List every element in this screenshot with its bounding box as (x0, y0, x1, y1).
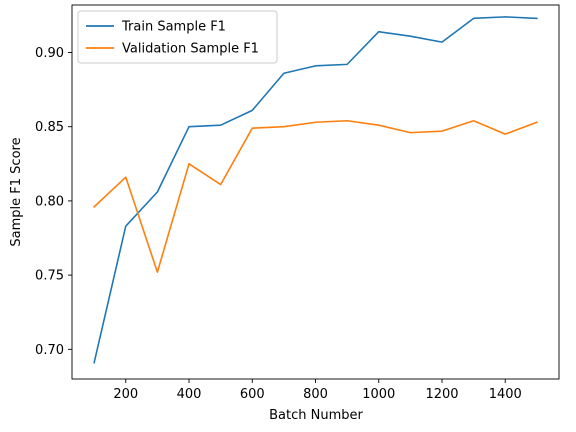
y-tick-label: 0.75 (35, 269, 64, 284)
series-line-train (93, 16, 538, 364)
legend-label-train: Train Sample F1 (121, 20, 226, 35)
y-tick-label: 0.80 (35, 194, 64, 209)
x-axis: 200 400 600 800 1000 1200 1400 (113, 379, 522, 402)
legend-label-validation: Validation Sample F1 (122, 42, 259, 57)
x-tick-label: 200 (113, 387, 138, 402)
y-tick-label: 0.90 (35, 46, 64, 61)
series-layer (93, 16, 538, 364)
y-axis-label: Sample F1 Score (9, 137, 24, 246)
y-tick-label: 0.85 (35, 120, 64, 135)
legend: Train Sample F1 Validation Sample F1 (77, 10, 278, 64)
series-line-validation (93, 119, 538, 273)
x-tick-label: 600 (240, 387, 265, 402)
x-tick-label: 1000 (362, 387, 395, 402)
legend-box (77, 10, 278, 64)
x-tick-label: 400 (177, 387, 202, 402)
x-tick-label: 1200 (425, 387, 458, 402)
y-axis: 0.70 0.75 0.80 0.85 0.90 (35, 46, 72, 358)
x-axis-label: Batch Number (269, 408, 363, 423)
y-tick-label: 0.70 (35, 343, 64, 358)
x-tick-label: 1400 (489, 387, 522, 402)
x-tick-label: 800 (303, 387, 328, 402)
